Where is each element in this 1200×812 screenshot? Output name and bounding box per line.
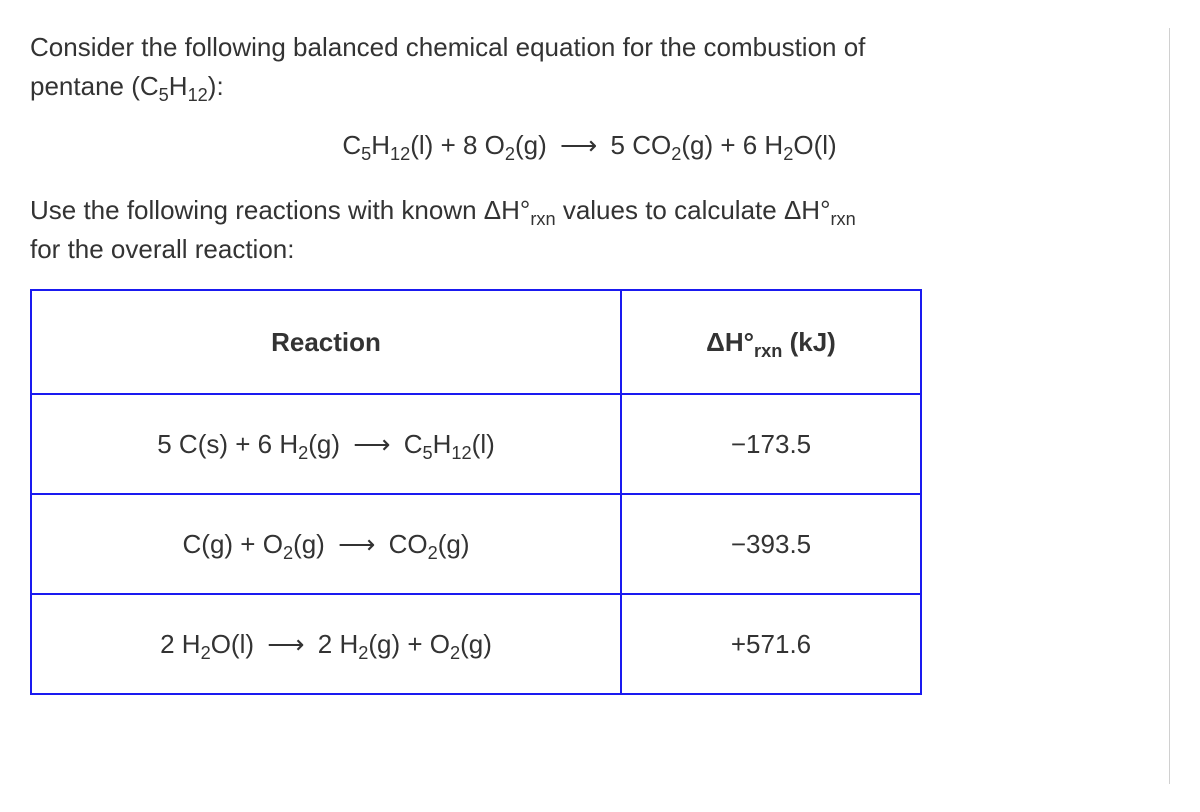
- r1-lhs: 5 C(s) + 6 H: [157, 429, 298, 459]
- problem-container: Consider the following balanced chemical…: [30, 28, 1170, 784]
- intro-sub-12: 12: [188, 85, 208, 105]
- r1-rhs-sub2: 12: [451, 443, 471, 463]
- instr-sub1: rxn: [530, 209, 555, 229]
- dh-cell-1: −173.5: [621, 394, 921, 494]
- header-dh-sub: rxn: [754, 341, 782, 361]
- eq-c: C: [342, 130, 361, 160]
- r3-rhs-sub2: 2: [450, 643, 460, 663]
- r3-rhs: 2 H: [311, 629, 359, 659]
- r1-rhs-tail: (l): [472, 429, 495, 459]
- header-reaction: Reaction: [31, 290, 621, 394]
- eq-co2sub: 2: [671, 144, 681, 164]
- r2-rhs-sub1: 2: [428, 543, 438, 563]
- eq-rhs: 5 CO: [603, 130, 671, 160]
- r2-rhs: CO: [381, 529, 427, 559]
- instr-part1: Use the following reactions with known Δ…: [30, 195, 530, 225]
- eq-h2otail: O(l): [793, 130, 836, 160]
- reaction-cell-1: 5 C(s) + 6 H2(g) ⟶ C5H12(l): [31, 394, 621, 494]
- r3-lhs-tail: O(l): [211, 629, 262, 659]
- instr-part2: values to calculate ΔH°: [556, 195, 831, 225]
- reaction-cell-3: 2 H2O(l) ⟶ 2 H2(g) + O2(g): [31, 594, 621, 694]
- header-dh-pre: ΔH°: [706, 327, 754, 357]
- r1-rhs-sub1: 5: [423, 443, 433, 463]
- intro-sub-5: 5: [159, 85, 169, 105]
- arrow-icon: ⟶: [554, 126, 603, 165]
- table-row: 2 H2O(l) ⟶ 2 H2(g) + O2(g) +571.6: [31, 594, 921, 694]
- eq-co2phase: (g) + 6 H: [681, 130, 783, 160]
- dh-cell-3: +571.6: [621, 594, 921, 694]
- table-row: 5 C(s) + 6 H2(g) ⟶ C5H12(l) −173.5: [31, 394, 921, 494]
- eq-h12: 12: [390, 144, 410, 164]
- table-row: C(g) + O2(g) ⟶ CO2(g) −393.5: [31, 494, 921, 594]
- header-dh: ΔH°rxn (kJ): [621, 290, 921, 394]
- arrow-icon: ⟶: [332, 525, 381, 564]
- intro-line-1: Consider the following balanced chemical…: [30, 32, 865, 62]
- instr-sub2: rxn: [831, 209, 856, 229]
- dh-cell-2: −393.5: [621, 494, 921, 594]
- instr-line2: for the overall reaction:: [30, 234, 294, 264]
- intro-line-2-prefix: pentane (C: [30, 71, 159, 101]
- r2-lhs: C(g) + O: [183, 529, 283, 559]
- table-header-row: Reaction ΔH°rxn (kJ): [31, 290, 921, 394]
- r3-rhs-tail: (g): [460, 629, 492, 659]
- r2-lhs-tail: (g): [293, 529, 332, 559]
- arrow-icon: ⟶: [261, 625, 310, 664]
- r3-rhs-sub1: 2: [358, 643, 368, 663]
- arrow-icon: ⟶: [347, 425, 396, 464]
- r1-lhs-sub: 2: [298, 443, 308, 463]
- eq-c5: 5: [361, 144, 371, 164]
- eq-o2phase: (g): [515, 130, 554, 160]
- eq-o2sub: 2: [505, 144, 515, 164]
- r2-lhs-sub: 2: [283, 543, 293, 563]
- eq-h: H: [371, 130, 390, 160]
- intro-line-2-suffix: ):: [208, 71, 224, 101]
- main-equation: C5H12(l) + 8 O2(g) ⟶ 5 CO2(g) + 6 H2O(l): [30, 126, 1149, 165]
- reactions-table: Reaction ΔH°rxn (kJ) 5 C(s) + 6 H2(g) ⟶ …: [30, 289, 922, 695]
- r3-lhs: 2 H: [160, 629, 200, 659]
- r1-rhs-mid: H: [433, 429, 452, 459]
- intro-line-2-mid: H: [169, 71, 188, 101]
- r1-lhs-tail: (g): [308, 429, 347, 459]
- eq-plus1: + 8 O: [433, 130, 505, 160]
- r3-rhs-mid: (g) + O: [368, 629, 450, 659]
- reaction-cell-2: C(g) + O2(g) ⟶ CO2(g): [31, 494, 621, 594]
- eq-h2osub: 2: [783, 144, 793, 164]
- r2-rhs-tail: (g): [438, 529, 470, 559]
- r1-rhs: C: [397, 429, 423, 459]
- intro-paragraph: Consider the following balanced chemical…: [30, 28, 1149, 106]
- r3-lhs-sub: 2: [201, 643, 211, 663]
- eq-phase1: (l): [410, 130, 433, 160]
- instruction-paragraph: Use the following reactions with known Δ…: [30, 191, 1149, 269]
- header-dh-post: (kJ): [782, 327, 835, 357]
